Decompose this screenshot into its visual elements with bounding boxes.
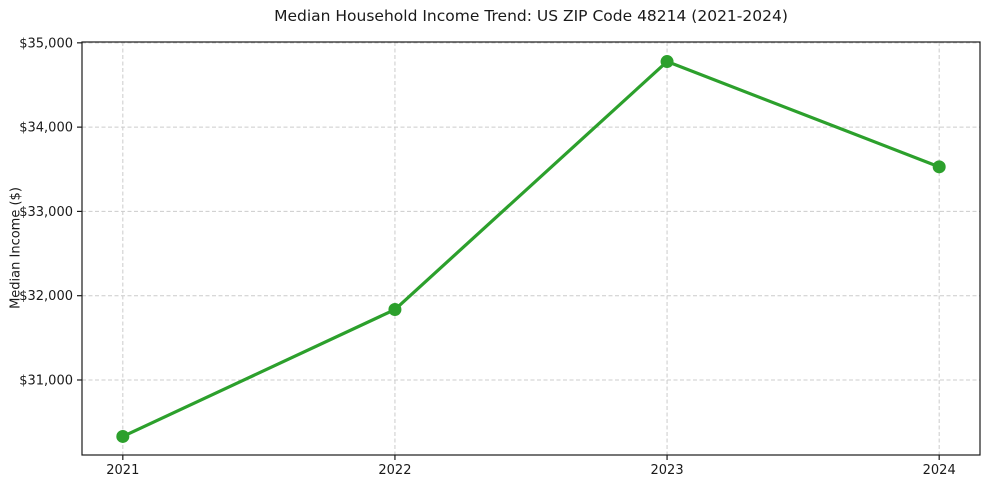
data-point-2024 — [932, 160, 946, 174]
x-tick-label: 2023 — [651, 463, 684, 478]
y-tick-label: $33,000 — [19, 205, 73, 220]
data-point-2021 — [116, 429, 130, 443]
x-tick-label: 2024 — [923, 463, 956, 478]
y-tick-label: $31,000 — [19, 373, 73, 388]
chart-title: Median Household Income Trend: US ZIP Co… — [274, 7, 788, 25]
trend-line — [121, 59, 941, 439]
y-tick-label: $34,000 — [19, 121, 73, 136]
x-tick-label: 2021 — [106, 463, 139, 478]
y-tick-label: $35,000 — [19, 36, 73, 51]
data-point-2022 — [388, 303, 402, 317]
plot-border — [81, 41, 981, 456]
data-point-2023 — [660, 55, 674, 69]
x-tick-label: 2022 — [378, 463, 411, 478]
y-tick-label: $32,000 — [19, 289, 73, 304]
